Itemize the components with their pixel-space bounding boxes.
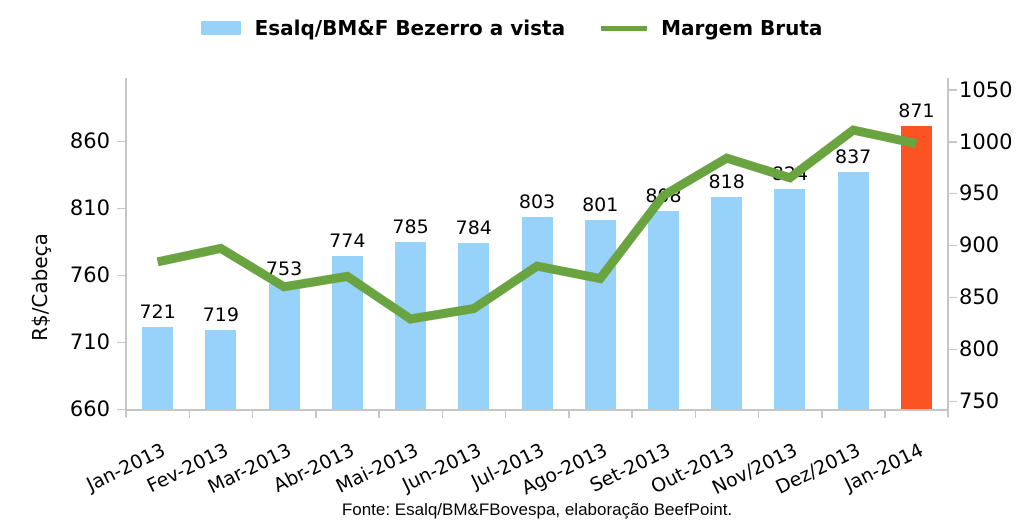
x-axis-line xyxy=(126,409,948,411)
bar xyxy=(774,189,806,409)
bar-value-label: 774 xyxy=(329,230,366,253)
legend-line-swatch-icon xyxy=(601,25,648,31)
x-axis-tick xyxy=(504,409,507,418)
bar xyxy=(395,241,427,409)
source-note: Fonte: Esalq/BM&FBovespa, elaboração Bee… xyxy=(341,500,733,519)
x-axis-tick xyxy=(315,409,317,418)
right-tick-label: 900 xyxy=(959,233,1000,258)
x-axis-tick xyxy=(631,409,633,418)
legend-bar-swatch-icon xyxy=(200,21,241,35)
x-axis-tick xyxy=(884,409,886,418)
right-tick-label: 950 xyxy=(959,181,1000,206)
legend: Esalq/BM&F Bezerro a vista Margem Bruta xyxy=(0,16,1023,40)
x-axis-tick xyxy=(441,409,444,418)
x-axis-tick xyxy=(568,409,570,418)
left-axis-tick xyxy=(117,274,126,276)
bar xyxy=(142,327,174,409)
x-axis-tick xyxy=(757,409,760,418)
bar-value-label: 871 xyxy=(898,100,935,123)
left-axis-tick xyxy=(117,140,126,142)
bar-value-label: 721 xyxy=(139,301,176,324)
bar xyxy=(837,171,869,409)
right-tick-label: 800 xyxy=(959,337,1000,362)
right-axis-tick xyxy=(948,244,957,247)
left-tick-label: 810 xyxy=(69,196,110,220)
left-tick-label: 860 xyxy=(69,129,110,153)
right-axis-tick xyxy=(948,89,957,91)
bar-value-label: 753 xyxy=(265,258,303,281)
x-axis-tick xyxy=(125,409,127,418)
left-tick-label: 710 xyxy=(69,330,110,354)
x-axis-tick xyxy=(694,409,697,418)
right-tick-label: 1000 xyxy=(959,129,1013,154)
bar-value-label: 818 xyxy=(708,171,745,194)
bar xyxy=(458,242,490,409)
bar-value-label: 801 xyxy=(582,194,619,217)
bar xyxy=(205,329,237,409)
left-axis-tick xyxy=(117,408,126,410)
left-tick-label: 760 xyxy=(69,263,110,287)
bar xyxy=(647,210,679,409)
right-axis-tick xyxy=(948,348,957,351)
bar xyxy=(711,197,743,409)
right-axis-tick xyxy=(948,141,957,143)
bar xyxy=(900,126,932,409)
bar xyxy=(584,220,616,409)
bar-value-label: 784 xyxy=(455,216,492,239)
bar xyxy=(521,217,553,409)
legend-line-label: Margem Bruta xyxy=(661,16,823,40)
margem-bruta-line xyxy=(156,125,918,324)
bar-value-label: 803 xyxy=(518,191,556,214)
bar xyxy=(268,284,300,409)
bar-value-label: 837 xyxy=(835,145,872,168)
right-tick-label: 1050 xyxy=(959,77,1013,102)
margem-bruta-polyline xyxy=(156,125,918,324)
right-axis-tick xyxy=(948,296,957,299)
left-tick-label: 660 xyxy=(69,397,110,421)
right-axis-tick xyxy=(948,400,957,402)
bar-value-label: 785 xyxy=(392,215,429,238)
legend-bar-label: Esalq/BM&F Bezerro a vista xyxy=(254,16,566,40)
left-axis-tick xyxy=(117,207,126,209)
x-axis-tick xyxy=(188,409,191,418)
bar-value-label: 719 xyxy=(202,303,239,326)
x-axis-tick xyxy=(821,409,823,418)
right-tick-label: 850 xyxy=(959,285,1000,310)
left-axis-tick xyxy=(117,341,126,343)
right-tick-label: 750 xyxy=(959,389,1000,413)
right-axis-tick xyxy=(948,192,957,195)
x-axis-tick xyxy=(378,409,380,418)
left-axis-line xyxy=(125,78,127,417)
x-axis-tick xyxy=(947,409,949,418)
right-axis-line xyxy=(947,78,949,417)
x-axis-tick xyxy=(251,409,254,418)
